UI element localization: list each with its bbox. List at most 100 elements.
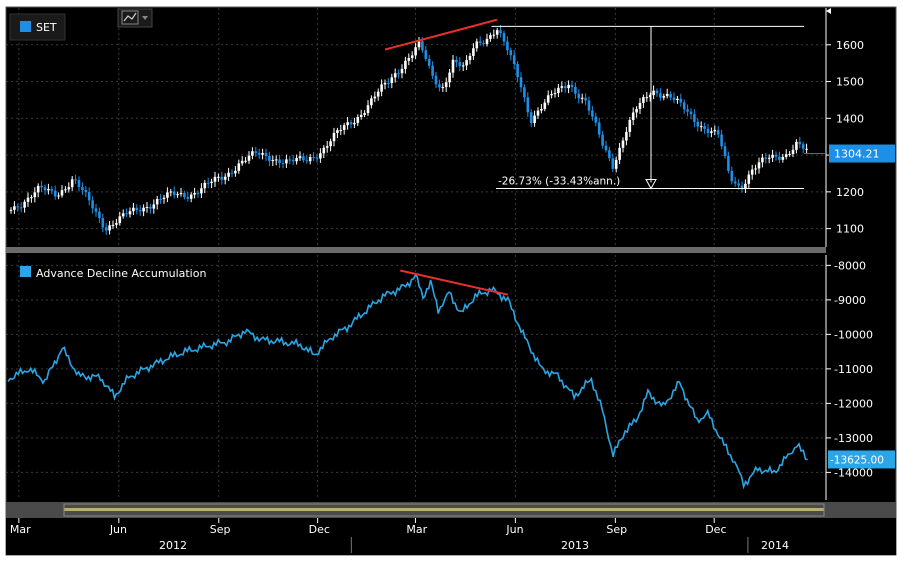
last-price-badge: [829, 144, 895, 163]
ad-line: [7, 269, 808, 490]
candle-body: [621, 140, 625, 148]
ad-legend-label: Advance Decline Accumulation: [36, 267, 206, 280]
candle-body: [414, 47, 417, 56]
candle-body: [193, 192, 196, 195]
candle-body: [706, 128, 710, 133]
candle-body: [135, 207, 139, 211]
candle-body: [659, 93, 662, 98]
candle-body: [67, 187, 71, 190]
candle-body: [319, 153, 322, 159]
candle-body: [322, 147, 326, 154]
candle-body: [254, 151, 258, 153]
candle-body: [312, 157, 315, 159]
candle-body: [563, 86, 567, 89]
candle-body: [400, 68, 404, 74]
candle-body: [118, 216, 122, 224]
candle-body: [424, 50, 428, 59]
year-label: 2014: [761, 539, 789, 552]
candle-body: [584, 97, 587, 101]
candle-body: [363, 113, 366, 115]
candle-body: [84, 189, 88, 193]
candle-body: [121, 213, 125, 217]
candle-body: [689, 111, 693, 115]
candle-body: [669, 93, 672, 98]
candle-body: [108, 225, 111, 231]
candle-body: [601, 134, 604, 146]
candle-body: [155, 199, 159, 205]
candle-body: [342, 125, 346, 130]
axis-arrow-icon: [826, 8, 831, 14]
range-scroll-handle[interactable]: [63, 503, 825, 517]
candle-body: [9, 209, 13, 211]
candle-body: [618, 147, 621, 160]
y-tick-label: 1200: [836, 186, 864, 199]
candle-body: [380, 84, 383, 92]
candle-body: [723, 146, 727, 157]
candle-body: [604, 145, 608, 151]
candle-body: [560, 86, 564, 88]
chevron-down-icon[interactable]: [142, 16, 148, 20]
last-price-label: 1304.21: [834, 148, 880, 161]
candle-body: [550, 94, 553, 96]
candle-body: [159, 199, 162, 201]
candle-body: [465, 60, 468, 66]
y-tick-label: -9000: [834, 294, 866, 307]
candle-body: [567, 84, 570, 89]
candle-body: [217, 176, 220, 178]
candle-body: [744, 183, 747, 189]
candle-body: [308, 157, 312, 162]
candle-body: [43, 187, 47, 191]
candle-body: [696, 121, 700, 127]
candle-body: [230, 172, 234, 174]
candle-body: [451, 59, 455, 73]
y-tick-label: 1100: [836, 223, 864, 236]
year-label: 2012: [159, 539, 187, 552]
candle-body: [533, 115, 536, 124]
ad-series-line: [7, 273, 808, 490]
candle-body: [142, 207, 145, 212]
candle-body: [727, 156, 730, 171]
candle-body: [64, 189, 67, 191]
candle-body: [553, 93, 557, 95]
candle-body: [325, 146, 329, 148]
candle-body: [274, 159, 278, 161]
candle-body: [461, 65, 465, 67]
candle-body: [237, 163, 241, 171]
candle-body: [750, 169, 754, 175]
set-legend-box[interactable]: [9, 13, 66, 41]
candle-body: [455, 59, 458, 63]
candle-body: [506, 41, 509, 51]
month-label: Mar: [406, 523, 427, 536]
candle-body: [536, 110, 540, 116]
panel-divider[interactable]: [6, 247, 826, 253]
candle-body: [210, 181, 213, 183]
candle-body: [645, 97, 649, 99]
candle-body: [404, 60, 407, 69]
candle-body: [625, 131, 628, 141]
candle-body: [485, 38, 489, 44]
chart-type-button[interactable]: [117, 8, 153, 28]
candle-body: [213, 176, 217, 182]
month-label: Jun: [505, 523, 523, 536]
candle-body: [128, 211, 132, 215]
range-scroll-band: [64, 508, 824, 511]
time-axis: Mar Jun Sep Dec Mar Jun Sep Dec 2012 2013 2014: [10, 518, 789, 553]
grid-lines: [6, 8, 826, 500]
candle-body: [608, 150, 611, 159]
candle-body: [682, 102, 686, 110]
candle-body: [716, 130, 720, 135]
candle-body: [332, 132, 336, 142]
candle-body: [795, 141, 798, 150]
candle-body: [172, 191, 176, 195]
candle-body: [393, 73, 397, 78]
candle-body: [631, 112, 635, 121]
candle-body: [642, 97, 645, 103]
candle-body: [145, 206, 149, 208]
candle-body: [478, 41, 482, 43]
line-chart-icon: [121, 10, 139, 25]
candle-body: [730, 170, 734, 182]
candle-body: [94, 208, 98, 212]
candle-body: [665, 93, 669, 97]
candle-body: [179, 192, 183, 195]
